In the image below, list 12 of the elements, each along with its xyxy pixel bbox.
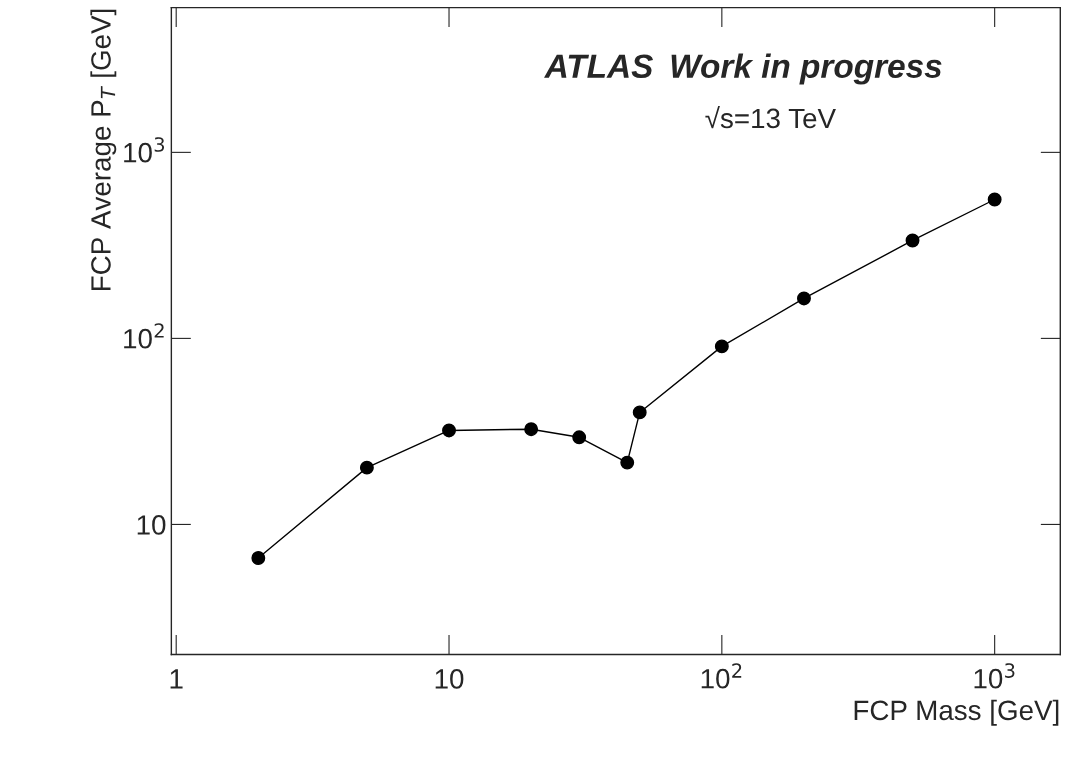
annotation: Work in progress [671, 53, 942, 85]
x-axis-title: FCP Mass [GeV] [854, 699, 1059, 726]
y-tick-label: 10 [137, 515, 166, 535]
x-tick-label: 10$^{2}$ [701, 663, 742, 689]
y-tick-label: 10$^{3}$ [124, 137, 165, 163]
annotation: √s=13 TeV [705, 106, 836, 129]
x-tick-label: 10$^{3}$ [974, 663, 1015, 689]
y-axis-title: FCP Average P$_{T}$ [GeV] [90, 9, 117, 291]
y-tick-label: 10$^{2}$ [124, 323, 164, 349]
x-tick-label: 10 [435, 669, 464, 689]
annotation: ATLAS [544, 54, 654, 79]
x-tick-label: 1 [170, 669, 183, 689]
